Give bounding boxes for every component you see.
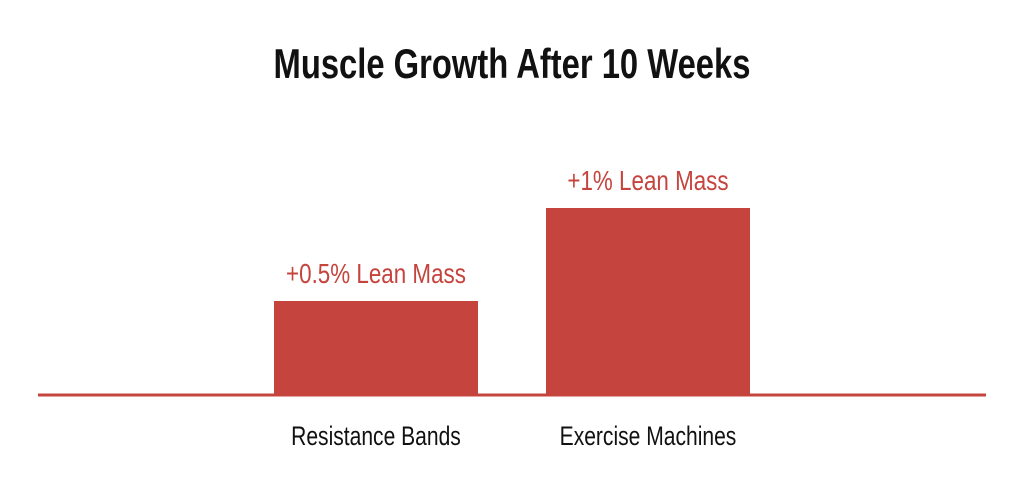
- data-label-1: +0.5% Lean Mass: [286, 259, 466, 290]
- chart-title: Muscle Growth After 10 Weeks: [274, 40, 751, 87]
- category-label-1: Resistance Bands: [291, 422, 461, 452]
- bar-1: [274, 301, 478, 394]
- category-label-2: Exercise Machines: [560, 422, 737, 452]
- data-label-2: +1% Lean Mass: [567, 166, 728, 197]
- bar-2: [546, 208, 750, 394]
